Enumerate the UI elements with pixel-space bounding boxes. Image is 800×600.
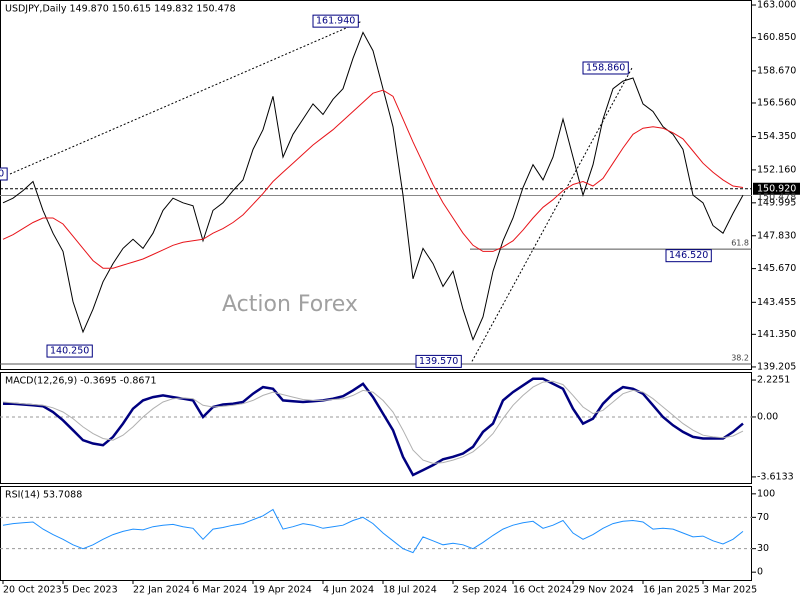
panel-title: MACD(12,26,9) -0.3695 -0.8671: [5, 376, 157, 387]
annotation-label: 140.250: [50, 346, 89, 357]
annotation-label: 146.520: [669, 250, 708, 261]
annotation-label: 158.860: [586, 62, 625, 73]
x-tick-label: 22 Jan 2024: [133, 585, 190, 596]
fib-label: 38.2: [731, 353, 749, 362]
y-tick-label: 0: [757, 567, 763, 578]
annotation-box: [0, 167, 8, 181]
panel-title: RSI(14) 53.7088: [5, 490, 82, 501]
series-line: [2, 31, 744, 341]
y-tick-label: 0.00: [757, 411, 778, 422]
y-tick-label: 160.850: [757, 32, 796, 43]
x-tick-label: 29 Nov 2024: [573, 585, 634, 596]
y-tick-label: 141.350: [757, 329, 796, 340]
y-tick-label: 163.000: [757, 0, 796, 11]
y-tick-label: 156.560: [757, 97, 796, 108]
annotation-box: [582, 61, 629, 75]
series-line: [3, 377, 744, 477]
y-tick-label: 145.670: [757, 263, 796, 274]
series-line: [2, 508, 744, 554]
x-tick-label: 3 Mar 2025: [703, 585, 757, 596]
x-tick-label: 4 Jun 2024: [323, 585, 374, 596]
annotation-label: .890: [0, 169, 4, 180]
price-line-label: 150.478: [757, 192, 796, 203]
fib-label: 61.8: [731, 239, 749, 248]
y-tick-label: 158.670: [757, 65, 796, 76]
series-line: [2, 89, 744, 269]
y-tick-label: 30: [757, 543, 769, 554]
x-tick-label: 20 Oct 2023: [3, 585, 62, 596]
y-tick-label: 70: [757, 512, 769, 523]
x-tick-label: 5 Dec 2023: [63, 585, 118, 596]
y-tick-label: 154.350: [757, 131, 796, 142]
annotation-label: 161.940: [316, 16, 355, 27]
x-tick-label: 2 Sep 2024: [453, 585, 507, 596]
watermark: Action Forex: [222, 292, 358, 317]
y-tick-label: 100: [757, 488, 775, 499]
annotation-box: [665, 249, 712, 263]
annotation-box: [312, 14, 359, 28]
price-line-label: 150.920: [757, 183, 796, 194]
panel-frame: [0, 0, 752, 370]
y-tick-label: 139.205: [757, 361, 796, 372]
x-tick-label: 16 Jan 2025: [643, 585, 700, 596]
y-tick-label: 2.2251: [757, 375, 790, 386]
y-tick-label: 152.160: [757, 164, 796, 175]
panel-frame: [0, 486, 752, 581]
annotation-label: 139.570: [419, 356, 458, 367]
annotation-box: [46, 344, 93, 358]
price-box: [753, 182, 800, 195]
y-tick-label: 149.995: [757, 197, 796, 208]
panel-title: USDJPY,Daily 149.870 150.615 149.832 150…: [5, 4, 236, 15]
x-tick-label: 16 Oct 2024: [513, 585, 572, 596]
annotation-box: [415, 354, 462, 368]
y-tick-label: -3.6133: [757, 471, 794, 482]
x-tick-label: 6 Mar 2024: [193, 585, 247, 596]
panel-frame: [0, 372, 752, 484]
y-tick-label: 143.455: [757, 297, 796, 308]
x-tick-label: 19 Apr 2024: [253, 585, 312, 596]
series-line: [2, 380, 744, 464]
y-tick-label: 147.830: [757, 230, 796, 241]
x-tick-label: 18 Jul 2024: [383, 585, 437, 596]
